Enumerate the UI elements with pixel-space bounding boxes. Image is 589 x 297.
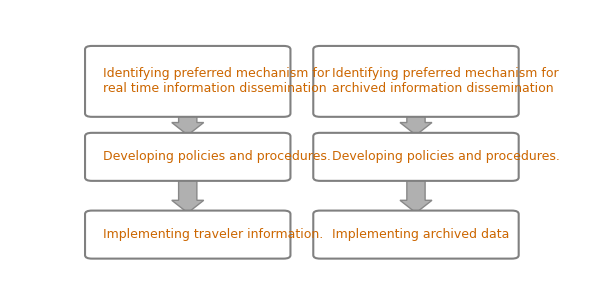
FancyBboxPatch shape xyxy=(85,133,290,181)
FancyBboxPatch shape xyxy=(313,46,519,117)
Text: Developing policies and procedures.: Developing policies and procedures. xyxy=(103,150,331,163)
Polygon shape xyxy=(172,115,204,135)
FancyBboxPatch shape xyxy=(313,211,519,259)
FancyBboxPatch shape xyxy=(313,133,519,181)
Polygon shape xyxy=(172,178,204,213)
Text: Identifying preferred mechanism for
archived information dissemination: Identifying preferred mechanism for arch… xyxy=(332,67,558,95)
Text: Implementing traveler information.: Implementing traveler information. xyxy=(103,228,323,241)
Text: Implementing archived data: Implementing archived data xyxy=(332,228,509,241)
Polygon shape xyxy=(400,115,432,135)
FancyBboxPatch shape xyxy=(85,211,290,259)
Text: Developing policies and procedures.: Developing policies and procedures. xyxy=(332,150,560,163)
FancyBboxPatch shape xyxy=(85,46,290,117)
Polygon shape xyxy=(400,178,432,213)
Text: Identifying preferred mechanism for
real time information dissemination: Identifying preferred mechanism for real… xyxy=(103,67,330,95)
